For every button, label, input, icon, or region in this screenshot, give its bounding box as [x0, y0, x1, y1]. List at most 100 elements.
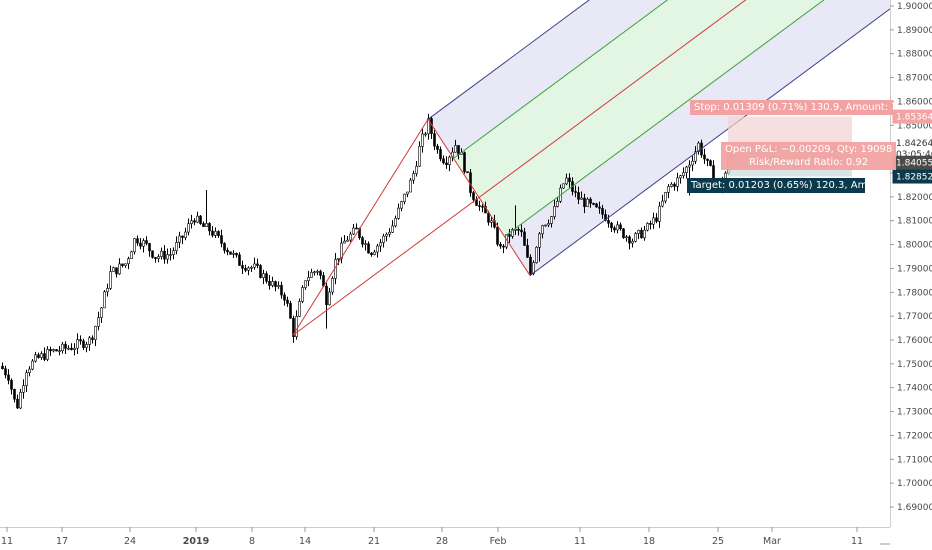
candle — [187, 218, 190, 236]
candle — [388, 228, 391, 238]
candle — [49, 346, 52, 356]
candle-down — [121, 263, 124, 266]
candle — [583, 193, 586, 214]
candle — [592, 202, 595, 206]
candle-down — [208, 223, 211, 232]
candle — [517, 227, 520, 236]
candle — [88, 336, 91, 351]
price-axis[interactable]: 1.90000 1.89000 1.88000 1.87000 1.86000 1.850… — [890, 0, 932, 527]
candle-down — [202, 223, 205, 227]
candle-up — [631, 241, 634, 244]
candle-down — [136, 238, 139, 244]
pitchfork[interactable] — [292, 0, 891, 336]
candle-down — [289, 303, 292, 319]
candle-up — [31, 360, 34, 370]
candle-down — [154, 257, 157, 259]
candle — [118, 258, 121, 275]
candle-up — [685, 166, 688, 174]
candle — [295, 310, 298, 340]
pitchfork-inner-fill — [453, 0, 824, 237]
candle — [211, 226, 214, 238]
candle-down — [706, 158, 709, 161]
price-tick-label: 1.73000 — [897, 408, 932, 418]
candle — [193, 218, 196, 226]
candle — [382, 233, 385, 248]
price-tag-text: 1.84055 — [896, 159, 932, 169]
candle — [679, 174, 682, 184]
candle-up — [652, 217, 655, 225]
candle-down — [673, 183, 676, 187]
candle-down — [10, 380, 13, 390]
candle-up — [250, 266, 253, 269]
candle — [394, 215, 397, 228]
candle — [1, 362, 4, 370]
candle — [577, 186, 580, 205]
candle-down — [13, 388, 16, 400]
candle-up — [400, 201, 403, 209]
candle — [130, 250, 133, 259]
candle-down — [325, 285, 328, 306]
candle-down — [286, 299, 289, 304]
candle-up — [343, 240, 346, 244]
candle — [628, 235, 631, 250]
candle — [13, 388, 16, 403]
candle — [112, 266, 115, 272]
candle-up — [19, 392, 22, 409]
candle — [634, 232, 637, 243]
candle — [505, 234, 508, 250]
candle-down — [472, 192, 475, 200]
candle-down — [361, 237, 364, 245]
candle — [589, 197, 592, 208]
candle — [475, 196, 478, 206]
candle — [568, 173, 571, 188]
candle-up — [418, 146, 421, 167]
candle — [439, 146, 442, 162]
candle-up — [34, 354, 37, 362]
candle-up — [646, 223, 649, 231]
candle — [442, 155, 445, 165]
candle-up — [448, 156, 451, 166]
candle-up — [643, 229, 646, 239]
candle-down — [604, 214, 607, 221]
price-tick-label: 1.88000 — [897, 50, 932, 60]
candle — [529, 254, 532, 277]
candle-down — [613, 227, 616, 231]
candle — [190, 214, 193, 229]
candle-up — [100, 307, 103, 318]
candle — [172, 247, 175, 260]
candle — [652, 212, 655, 229]
candle — [514, 205, 517, 235]
candle — [133, 238, 136, 255]
candle-up — [76, 339, 79, 349]
pitchfork-median-line — [292, 0, 747, 336]
candle-down — [568, 177, 571, 182]
candle — [184, 227, 187, 241]
candle — [427, 113, 430, 140]
time-axis[interactable]: 11 17 24 2019 8 14 21 28 Feb 11 18 25 Mar 11 — [0, 527, 890, 547]
candle — [454, 139, 457, 153]
candle-up — [310, 272, 313, 278]
candle-up — [661, 200, 664, 207]
candle — [673, 182, 676, 191]
candle-up — [187, 223, 190, 233]
candle-down — [70, 347, 73, 350]
candle-down — [283, 294, 286, 301]
candle-down — [49, 349, 52, 352]
candle — [109, 265, 112, 290]
candle — [100, 307, 103, 323]
candle-down — [139, 242, 142, 247]
candle-up — [667, 186, 670, 193]
candle — [136, 235, 139, 246]
candle-up — [625, 236, 628, 239]
candle — [238, 252, 241, 266]
candle-up — [409, 179, 412, 193]
candle — [79, 335, 82, 345]
candle-down — [268, 281, 271, 286]
candle-down — [628, 236, 631, 244]
candle — [433, 128, 436, 150]
candle-up — [352, 227, 355, 235]
candle-down — [91, 337, 94, 340]
candle — [631, 238, 634, 248]
candle — [262, 269, 265, 285]
